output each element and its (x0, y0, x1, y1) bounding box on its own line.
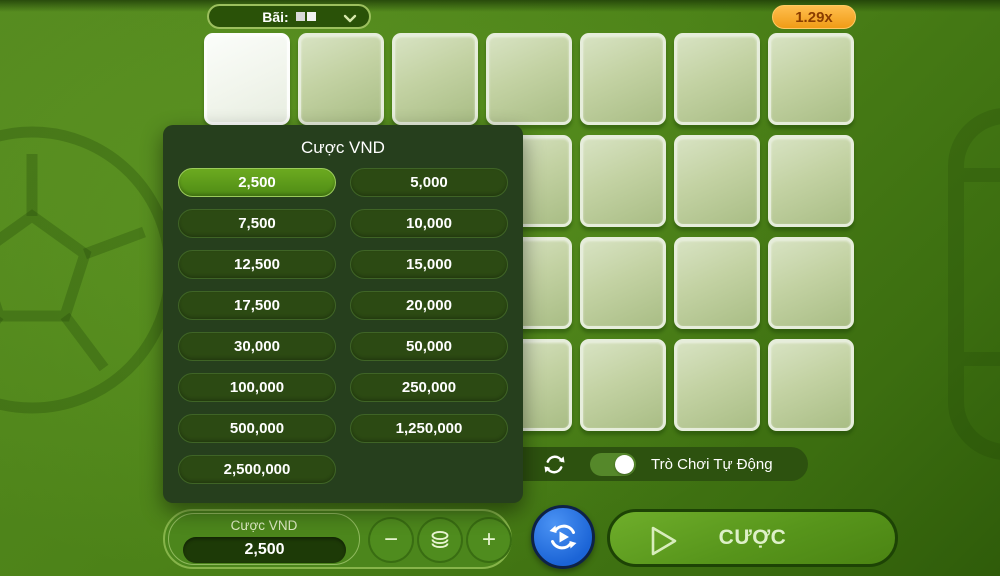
bet-option[interactable]: 20,000 (350, 291, 508, 320)
bet-option[interactable]: 17,500 (178, 291, 336, 320)
game-tile[interactable] (674, 237, 760, 329)
game-tile[interactable] (768, 33, 854, 125)
increase-bet-button[interactable]: + (466, 517, 512, 563)
goal-bar (964, 168, 1000, 182)
bet-option[interactable]: 100,000 (178, 373, 336, 402)
bet-popup-title: Cược VND (301, 138, 385, 157)
game-tile[interactable] (674, 33, 760, 125)
bet-option[interactable]: 2,500 (178, 168, 336, 197)
bet-option[interactable]: 50,000 (350, 332, 508, 361)
game-tile[interactable] (580, 135, 666, 227)
auto-play-toggle[interactable] (590, 452, 636, 476)
game-tile[interactable] (486, 33, 572, 125)
chevron-down-icon (343, 14, 357, 23)
bet-option[interactable]: 30,000 (178, 332, 336, 361)
bet-amount-group: Cược VND 2,500 (168, 513, 360, 565)
mine-square-icon (306, 12, 316, 21)
field-size-dropdown[interactable]: Bãi: (207, 4, 371, 29)
bet-amount-popup: Cược VND 2,500 5,000 7,500 10,000 12,500 15,0… (163, 125, 523, 503)
auto-play-bar: Trò Chơi Tự Động (506, 447, 808, 481)
field-dropdown-label: Bãi: (262, 8, 289, 25)
coin-stack-icon (431, 530, 449, 549)
bet-option[interactable]: 250,000 (350, 373, 508, 402)
mines-count-squares (295, 12, 316, 21)
coins-bet-button[interactable] (417, 517, 463, 563)
auto-play-label: Trò Chơi Tự Động (651, 455, 773, 473)
bet-option[interactable]: 10,000 (350, 209, 508, 238)
game-tile[interactable] (298, 33, 384, 125)
bet-option[interactable]: 12,500 (178, 250, 336, 279)
goal-decoration (948, 108, 1000, 460)
bet-option[interactable]: 7,500 (178, 209, 336, 238)
goal-bar (964, 352, 1000, 366)
game-tile[interactable] (580, 237, 666, 329)
bet-option[interactable]: 15,000 (350, 250, 508, 279)
mine-square-icon (295, 12, 305, 21)
bet-button[interactable]: CƯỢC (607, 509, 898, 567)
game-tile[interactable] (580, 33, 666, 125)
bet-amount-label: Cược VND (230, 518, 298, 533)
bet-option[interactable]: 1,250,000 (350, 414, 508, 443)
soccer-ball-decoration (0, 126, 176, 414)
game-tile[interactable] (768, 135, 854, 227)
decrease-bet-button[interactable]: − (368, 517, 414, 563)
bet-option[interactable]: 5,000 (350, 168, 508, 197)
game-tile[interactable] (392, 33, 478, 125)
play-icon (651, 526, 677, 556)
auto-repeat-button[interactable] (531, 505, 595, 569)
repeat-play-icon (549, 524, 577, 550)
bet-button-label: CƯỢC (718, 526, 787, 549)
bet-amount-input[interactable]: 2,500 (183, 537, 346, 563)
plus-icon: + (481, 526, 496, 553)
game-tile[interactable] (674, 135, 760, 227)
bet-controls-panel: Cược VND 2,500 − + (163, 509, 512, 569)
refresh-icon[interactable] (543, 453, 566, 476)
game-tile[interactable] (674, 339, 760, 431)
multiplier-value: 1.29x (795, 8, 833, 26)
game-tile[interactable] (580, 339, 666, 431)
toggle-knob (615, 454, 634, 474)
bet-option[interactable]: 2,500,000 (178, 455, 336, 484)
game-tile[interactable] (768, 237, 854, 329)
game-tile[interactable] (204, 33, 290, 125)
game-tile[interactable] (768, 339, 854, 431)
bet-option[interactable]: 500,000 (178, 414, 336, 443)
minus-icon: − (383, 526, 398, 553)
bet-options: 2,500 5,000 7,500 10,000 12,500 15,000 17,500 2… (163, 158, 523, 484)
multiplier-badge: 1.29x (772, 5, 856, 29)
